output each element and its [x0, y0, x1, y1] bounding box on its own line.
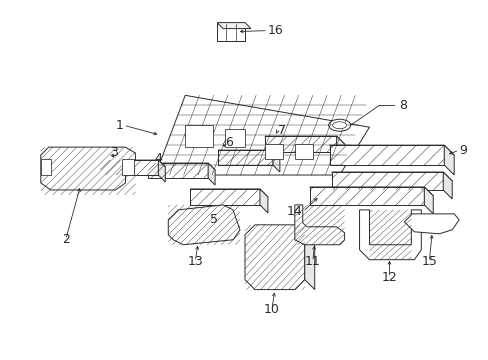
Text: 7: 7	[277, 124, 285, 137]
Polygon shape	[309, 187, 432, 196]
Polygon shape	[208, 163, 215, 185]
Text: 9: 9	[458, 144, 466, 157]
Polygon shape	[148, 163, 208, 178]
Text: 8: 8	[399, 99, 407, 112]
Text: 6: 6	[224, 136, 232, 149]
Polygon shape	[260, 189, 267, 213]
Polygon shape	[244, 225, 304, 289]
Polygon shape	[294, 205, 344, 245]
Bar	[294, 144, 312, 159]
Polygon shape	[218, 150, 279, 157]
Text: 15: 15	[421, 255, 436, 268]
Polygon shape	[264, 136, 336, 152]
Polygon shape	[331, 172, 451, 181]
Text: 1: 1	[115, 119, 123, 132]
Bar	[217, 23, 244, 41]
Text: 12: 12	[381, 271, 397, 284]
Polygon shape	[336, 136, 344, 160]
Polygon shape	[424, 187, 432, 214]
Bar	[224, 129, 244, 147]
Polygon shape	[168, 205, 240, 245]
Text: 2: 2	[61, 233, 69, 246]
Text: 16: 16	[267, 24, 283, 37]
Text: 11: 11	[304, 255, 320, 268]
Polygon shape	[148, 163, 215, 170]
Polygon shape	[329, 145, 453, 155]
Polygon shape	[41, 147, 135, 190]
Polygon shape	[442, 172, 451, 199]
Polygon shape	[443, 145, 453, 175]
Polygon shape	[217, 23, 250, 28]
Bar	[122, 159, 134, 175]
Polygon shape	[101, 160, 165, 167]
Polygon shape	[218, 150, 272, 165]
Polygon shape	[309, 187, 424, 205]
Polygon shape	[359, 210, 421, 260]
Polygon shape	[101, 160, 158, 175]
Bar	[185, 125, 213, 147]
Polygon shape	[190, 189, 260, 205]
Polygon shape	[304, 235, 314, 289]
Bar	[264, 144, 282, 159]
Polygon shape	[272, 150, 279, 172]
Polygon shape	[158, 160, 165, 182]
Text: 5: 5	[210, 213, 218, 226]
Polygon shape	[264, 136, 344, 144]
Ellipse shape	[328, 119, 350, 131]
Bar	[41, 159, 51, 175]
Polygon shape	[331, 172, 442, 190]
Polygon shape	[190, 189, 267, 197]
Text: 10: 10	[264, 303, 279, 316]
Text: 4: 4	[154, 152, 162, 165]
Polygon shape	[404, 214, 458, 234]
Ellipse shape	[332, 122, 346, 129]
Text: 14: 14	[286, 205, 302, 219]
Text: 3: 3	[110, 145, 118, 159]
Text: 13: 13	[187, 255, 203, 268]
Polygon shape	[329, 145, 443, 165]
